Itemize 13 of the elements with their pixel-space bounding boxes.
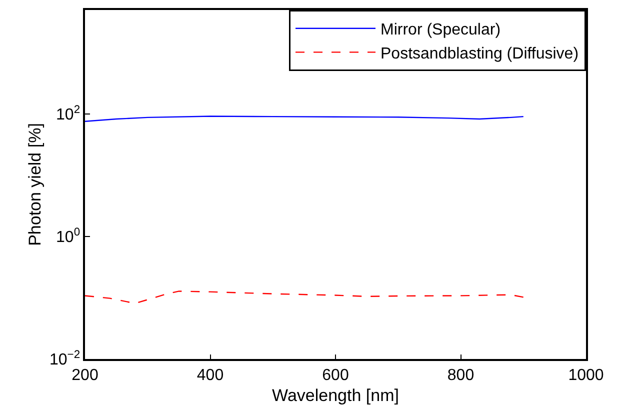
legend-label: Postsandblasting (Diffusive) <box>380 45 579 62</box>
y-tick-label: 10$^{0}$ <box>56 226 80 246</box>
line-series <box>85 290 524 304</box>
y-tick-label: 10$^{−2}$ <box>49 348 80 369</box>
x-tick-label: 200 <box>72 366 98 384</box>
legend-label: Mirror (Specular) <box>380 22 501 39</box>
x-tick-label: 800 <box>447 366 474 384</box>
x-tick-label: 400 <box>196 366 224 384</box>
x-axis-title: Wavelength [nm] <box>272 386 399 405</box>
x-tick-label: 600 <box>322 366 349 384</box>
y-axis-title: Photon yield [%] <box>26 123 45 246</box>
y-tick-label: 10$^{2}$ <box>56 104 80 124</box>
x-tick-label: 1000 <box>568 366 604 384</box>
